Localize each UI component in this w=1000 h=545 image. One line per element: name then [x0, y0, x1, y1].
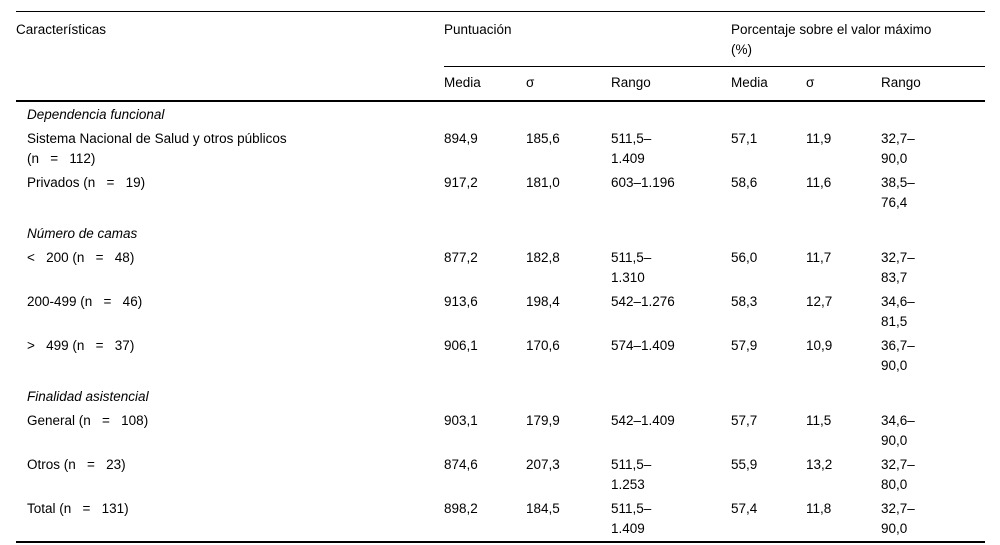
cell-value: 13,2: [806, 457, 833, 472]
cell-value: 574–1.409: [611, 338, 675, 353]
cell-value: 542–1.276: [611, 294, 675, 309]
cell-value: 511,5– 1.409: [611, 501, 652, 536]
cell-value: 511,5– 1.310: [611, 250, 652, 285]
table-row: Otros (n = 23) 874,6 207,3 511,5– 1.253 55,9…: [16, 453, 985, 497]
header-group-puntuacion: Puntuación: [444, 11, 732, 67]
cell-value: 11,7: [806, 250, 832, 265]
subheader-sigma-puntuacion: σ: [526, 66, 611, 102]
table-row: Privados (n = 19) 917,2 181,0 603–1.196 58,6…: [16, 171, 985, 215]
cell-value: 57,7: [731, 413, 758, 428]
cell-value: 38,5– 76,4: [881, 175, 915, 210]
cell-value: 207,3: [526, 457, 560, 472]
row-label: > 499 (n = 37): [27, 338, 135, 353]
results-table: Características Puntuación Porcentaje so…: [16, 11, 986, 543]
cell-value: 874,6: [444, 457, 478, 472]
subheader-rango-puntuacion: Rango: [611, 66, 732, 102]
subheader-rango-porcentaje: Rango: [881, 66, 986, 102]
cell-value: 32,7– 80,0: [881, 457, 915, 492]
cell-value: 511,5– 1.409: [611, 131, 652, 166]
subheader-media-porcentaje: Media: [731, 66, 807, 102]
table-row: Sistema Nacional de Salud y otros públic…: [16, 127, 985, 171]
header-group-porcentaje: Porcentaje sobre el valor máximo (%): [731, 11, 986, 67]
cell-value: 57,4: [731, 501, 758, 516]
section-row: Dependencia funcional: [16, 101, 985, 127]
cell-value: 184,5: [526, 501, 560, 516]
cell-value: 32,7– 90,0: [881, 131, 915, 166]
row-label: 200-499 (n = 46): [27, 294, 143, 309]
table-header: Características Puntuación Porcentaje so…: [16, 11, 986, 102]
cell-value: 57,9: [731, 338, 758, 353]
group-header-row: Características Puntuación Porcentaje so…: [16, 11, 986, 102]
cell-value: 32,7– 83,7: [881, 250, 915, 285]
cell-value: 58,3: [731, 294, 758, 309]
cell-value: 11,9: [806, 131, 832, 146]
cell-value: 903,1: [444, 413, 478, 428]
cell-value: 11,6: [806, 175, 832, 190]
cell-value: 603–1.196: [611, 175, 675, 190]
section-label: Número de camas: [27, 226, 138, 241]
row-label: Privados (n = 19): [27, 175, 146, 190]
table-row: > 499 (n = 37) 906,1 170,6 574–1.409 57,9 10,…: [16, 334, 985, 378]
cell-value: 57,1: [731, 131, 758, 146]
section-label: Dependencia funcional: [27, 107, 165, 122]
cell-value: 10,9: [806, 338, 833, 353]
subheader-sigma-porcentaje: σ: [806, 66, 882, 102]
cell-value: 36,7– 90,0: [881, 338, 915, 373]
cell-value: 185,6: [526, 131, 560, 146]
cell-value: 877,2: [444, 250, 478, 265]
section-row: Finalidad asistencial: [16, 378, 985, 409]
cell-value: 179,9: [526, 413, 560, 428]
cell-value: 542–1.409: [611, 413, 675, 428]
cell-value: 906,1: [444, 338, 478, 353]
row-label: Total (n = 131): [27, 501, 129, 516]
cell-value: 894,9: [444, 131, 478, 146]
cell-value: 181,0: [526, 175, 560, 190]
cell-value: 913,6: [444, 294, 478, 309]
section-label: Finalidad asistencial: [27, 389, 149, 404]
row-label: < 200 (n = 48): [27, 250, 135, 265]
table-row: < 200 (n = 48) 877,2 182,8 511,5– 1.310 56,0…: [16, 246, 985, 290]
table-body: Dependencia funcional Sistema Nacional de…: [16, 101, 985, 542]
row-label: General (n = 108): [27, 413, 149, 428]
cell-value: 917,2: [444, 175, 478, 190]
cell-value: 182,8: [526, 250, 560, 265]
cell-value: 898,2: [444, 501, 478, 516]
cell-value: 11,5: [806, 413, 832, 428]
header-characteristics: Características: [16, 11, 444, 102]
section-row: Número de camas: [16, 215, 985, 246]
table-row: 200-499 (n = 46) 913,6 198,4 542–1.276 58,3 1…: [16, 290, 985, 334]
cell-value: 11,8: [806, 501, 832, 516]
cell-value: 58,6: [731, 175, 758, 190]
table-row: General (n = 108) 903,1 179,9 542–1.409 57,7…: [16, 409, 985, 453]
table-row: Total (n = 131) 898,2 184,5 511,5– 1.409 57,…: [16, 497, 985, 542]
row-label: Otros (n = 23): [27, 457, 126, 472]
cell-value: 34,6– 81,5: [881, 294, 915, 329]
sub-header-row: Media σ Rango Media σ Rango: [16, 66, 986, 102]
cell-value: 12,7: [806, 294, 833, 309]
cell-value: 55,9: [731, 457, 758, 472]
row-label: Sistema Nacional de Salud y otros públic…: [27, 131, 287, 166]
cell-value: 34,6– 90,0: [881, 413, 915, 448]
cell-value: 511,5– 1.253: [611, 457, 652, 492]
cell-value: 56,0: [731, 250, 758, 265]
cell-value: 198,4: [526, 294, 560, 309]
subheader-media-puntuacion: Media: [444, 66, 526, 102]
cell-value: 32,7– 90,0: [881, 501, 915, 536]
cell-value: 170,6: [526, 338, 560, 353]
